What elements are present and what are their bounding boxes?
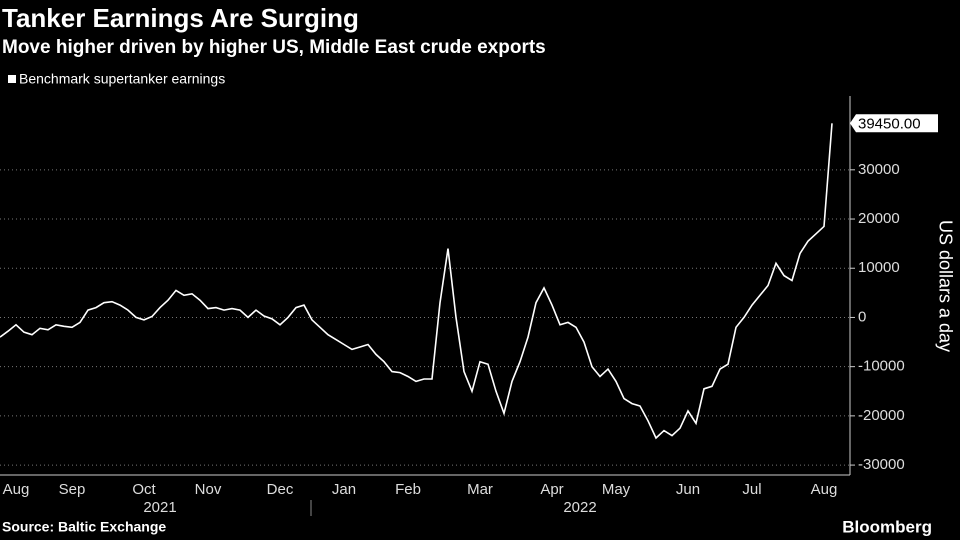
x-tick-label: Dec: [267, 481, 294, 498]
x-tick-label: May: [602, 481, 631, 498]
brand: Bloomberg: [842, 517, 932, 536]
source: Source: Baltic Exchange: [2, 519, 166, 535]
year-label: 2022: [563, 499, 596, 516]
x-tick-label: Aug: [3, 481, 30, 498]
y-tick-label: -20000: [858, 407, 905, 424]
line-series: [0, 123, 833, 440]
y-tick-label: 10000: [858, 259, 900, 276]
x-tick-label: Apr: [540, 481, 563, 498]
y-tick-label: 30000: [858, 161, 900, 178]
x-tick-label: Feb: [395, 481, 421, 498]
legend-swatch: [8, 75, 16, 83]
x-tick-label: Oct: [132, 481, 156, 498]
end-label-box: [850, 114, 938, 133]
y-tick-label: -10000: [858, 358, 905, 375]
end-label: 39450.00: [858, 115, 921, 132]
x-tick-label: Aug: [811, 481, 838, 498]
x-tick-label: Nov: [195, 481, 222, 498]
y-axis-title: US dollars a day: [935, 220, 955, 352]
chart-subtitle: Move higher driven by higher US, Middle …: [2, 37, 546, 58]
y-tick-label: 0: [858, 308, 866, 325]
x-tick-label: Mar: [467, 481, 493, 498]
x-tick-label: Sep: [59, 481, 86, 498]
y-tick-label: 20000: [858, 210, 900, 227]
x-tick-label: Jul: [742, 481, 761, 498]
chart-title: Tanker Earnings Are Surging: [2, 3, 359, 33]
x-tick-label: Jan: [332, 481, 356, 498]
y-tick-label: -30000: [858, 456, 905, 473]
legend-label: Benchmark supertanker earnings: [19, 71, 225, 87]
year-label: 2021: [143, 499, 176, 516]
x-tick-label: Jun: [676, 481, 700, 498]
